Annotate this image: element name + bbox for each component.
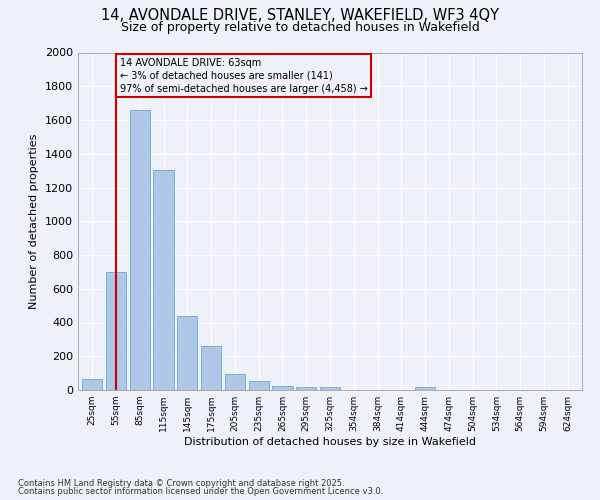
Bar (82, 379, 103, 390)
Bar (248, 381, 269, 390)
Bar (130, 110, 150, 390)
Text: Contains HM Land Registry data © Crown copyright and database right 2025.: Contains HM Land Registry data © Crown c… (18, 478, 344, 488)
Text: 14, AVONDALE DRIVE, STANLEY, WAKEFIELD, WF3 4QY: 14, AVONDALE DRIVE, STANLEY, WAKEFIELD, … (101, 8, 499, 22)
Y-axis label: Number of detached properties: Number of detached properties (29, 134, 40, 309)
Bar (272, 386, 293, 390)
Bar (225, 374, 245, 390)
Bar (296, 386, 316, 390)
Bar (201, 346, 221, 390)
Bar (106, 272, 126, 390)
Bar (177, 316, 197, 390)
X-axis label: Distribution of detached houses by size in Wakefield: Distribution of detached houses by size … (184, 437, 476, 447)
Text: Size of property relative to detached houses in Wakefield: Size of property relative to detached ho… (121, 21, 479, 34)
Text: Contains public sector information licensed under the Open Government Licence v3: Contains public sector information licen… (18, 487, 383, 496)
Text: 14 AVONDALE DRIVE: 63sqm
← 3% of detached houses are smaller (141)
97% of semi-d: 14 AVONDALE DRIVE: 63sqm ← 3% of detache… (119, 58, 367, 94)
Bar (415, 388, 435, 390)
Bar (320, 386, 340, 390)
Bar (154, 170, 173, 390)
